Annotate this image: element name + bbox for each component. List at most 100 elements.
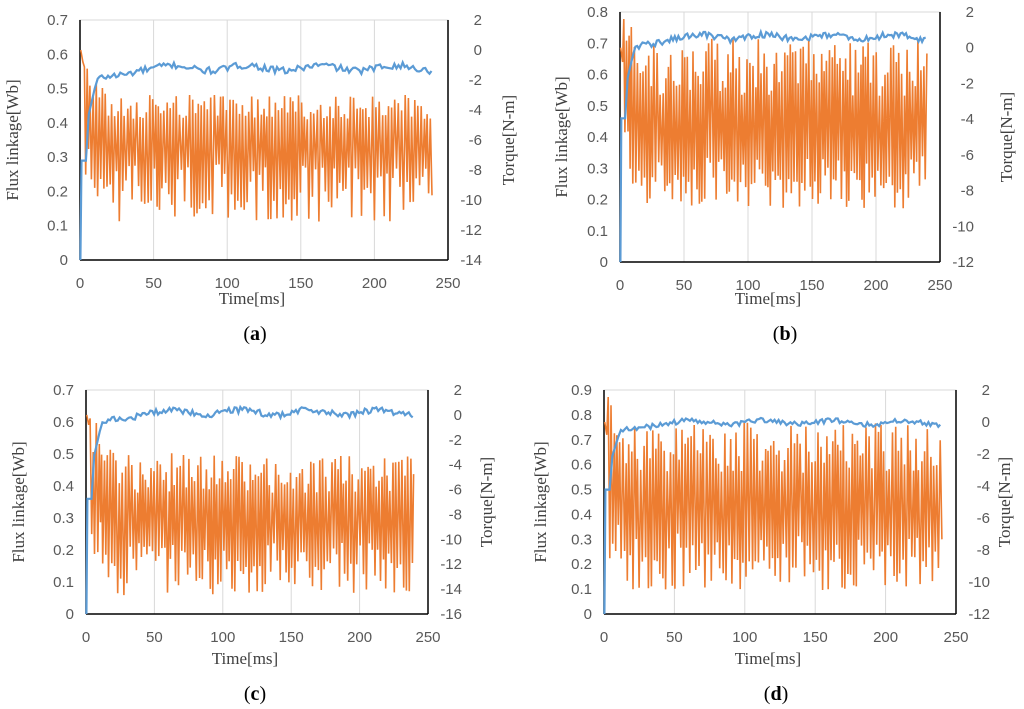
flux-linkage-series-line — [619, 28, 926, 263]
panel-label-close: ) — [791, 323, 798, 345]
y2-tick-label: 2 — [454, 382, 462, 399]
x-tick-label: 0 — [76, 275, 84, 292]
y2-tick-label: -8 — [449, 506, 462, 523]
x-tick-label: 150 — [803, 629, 828, 646]
x-axis-title: Time[ms] — [219, 289, 285, 308]
y2-tick-label: -8 — [977, 542, 990, 559]
y-tick-label: 0.4 — [53, 478, 74, 495]
panel-label: (d) — [764, 683, 788, 705]
y-tick-label: 0.3 — [47, 149, 68, 166]
panel-label-letter: a — [250, 323, 260, 345]
panel-label-close: ) — [260, 323, 267, 345]
y2-tick-label: -10 — [460, 192, 482, 209]
panel-label: (a) — [243, 323, 266, 345]
x-tick-label: 100 — [735, 277, 760, 294]
y-tick-label: 0.4 — [47, 115, 68, 132]
panel-label-open: ( — [764, 683, 771, 705]
chart-panel-b: 0 50 100 150 200 250 0 0.1 0.2 0.3 0.4 0.5 0.6 0.7 0.8… — [552, 4, 1016, 345]
y-tick-label: 0.4 — [571, 506, 592, 523]
chart-panel-d: 0 50 100 150 200 250 0 0.1 0.2 0.3 0.4 0.5 0.6 0.7 0.8… — [531, 382, 1014, 705]
panel-label-letter: d — [770, 683, 781, 705]
y2-tick-label: -2 — [977, 446, 990, 463]
x-tick-label: 50 — [145, 275, 162, 292]
y2-axis-title: Torque[N-m] — [477, 457, 496, 547]
y-tick-label: 0.4 — [587, 129, 608, 146]
y2-tick-label: 2 — [474, 12, 482, 29]
torque-series-line — [603, 396, 943, 591]
y2-tick-label: -12 — [968, 606, 990, 623]
panel-label: (b) — [773, 323, 797, 345]
torque-series-line — [79, 49, 433, 222]
y2-tick-label: -4 — [961, 111, 974, 128]
x-tick-label: 150 — [279, 629, 304, 646]
y2-tick-label: -8 — [961, 183, 974, 200]
y-tick-label: 0.5 — [47, 81, 68, 98]
y2-tick-label: 0 — [454, 407, 462, 424]
y2-axis-title: Torque[N-m] — [997, 92, 1016, 182]
x-tick-label: 50 — [146, 629, 163, 646]
y-tick-label: 0.2 — [587, 192, 608, 209]
x-tick-label: 250 — [415, 629, 440, 646]
x-tick-label: 200 — [863, 277, 888, 294]
y2-tick-label: 2 — [966, 4, 974, 21]
y2-tick-label: 0 — [982, 414, 990, 431]
x-tick-label: 100 — [732, 629, 757, 646]
y-axis-title: Flux linkage[Wb] — [531, 441, 550, 562]
y-axis-title: Flux linkage[Wb] — [3, 79, 22, 200]
y2-tick-label: -2 — [469, 72, 482, 89]
y2-tick-label: -12 — [952, 254, 974, 271]
x-tick-label: 0 — [600, 629, 608, 646]
y2-tick-label: -4 — [469, 102, 482, 119]
y2-tick-label: 0 — [966, 40, 974, 57]
y-tick-label: 0.1 — [47, 218, 68, 235]
y-tick-label: 0.9 — [571, 382, 592, 399]
y-tick-label: 0.1 — [53, 574, 74, 591]
y2-tick-label: -10 — [968, 574, 990, 591]
x-tick-label: 150 — [799, 277, 824, 294]
y2-tick-label: -16 — [440, 606, 462, 623]
flux-linkage-series-line — [85, 404, 414, 615]
y-tick-label: 0.2 — [571, 556, 592, 573]
y2-tick-label: -6 — [977, 510, 990, 527]
y2-tick-label: -2 — [449, 432, 462, 449]
panel-label-letter: b — [779, 323, 790, 345]
y2-tick-label: -14 — [460, 252, 482, 269]
y-tick-label: 0.1 — [587, 223, 608, 240]
x-tick-label: 200 — [873, 629, 898, 646]
panel-label-open: ( — [243, 323, 250, 345]
y-tick-label: 0.3 — [587, 160, 608, 177]
y-tick-label: 0.7 — [571, 432, 592, 449]
chart-panel-c: 0 50 100 150 200 250 0 0.1 0.2 0.3 0.4 0.5 0.6 0.7 -16… — [9, 382, 496, 705]
flux-linkage-series-line — [79, 59, 433, 261]
panel-label-close: ) — [782, 683, 789, 705]
y-tick-label: 0.7 — [47, 12, 68, 29]
panel-label-close: ) — [259, 683, 266, 705]
y-tick-label: 0.8 — [571, 407, 592, 424]
y2-tick-label: -6 — [961, 147, 974, 164]
y-tick-label: 0.7 — [53, 382, 74, 399]
torque-series-line — [85, 414, 415, 596]
x-tick-label: 150 — [288, 275, 313, 292]
y2-tick-label: -14 — [440, 581, 462, 598]
y-tick-label: 0.6 — [53, 414, 74, 431]
y-tick-label: 0 — [600, 254, 608, 271]
x-tick-label: 250 — [435, 275, 460, 292]
y-tick-label: 0.5 — [571, 482, 592, 499]
y-tick-label: 0.7 — [587, 35, 608, 52]
y2-tick-label: -4 — [449, 457, 462, 474]
x-tick-label: 250 — [927, 277, 952, 294]
panel-label-letter: c — [251, 683, 260, 705]
flux-linkage-series-line — [603, 416, 942, 615]
y2-axis-title: Torque[N-m] — [995, 457, 1014, 547]
panel-label: (c) — [244, 683, 266, 705]
y2-tick-label: 2 — [982, 382, 990, 399]
x-tick-label: 0 — [616, 277, 624, 294]
panel-label-open: ( — [773, 323, 780, 345]
y-tick-label: 0.5 — [587, 98, 608, 115]
y-tick-label: 0 — [66, 606, 74, 623]
y2-tick-label: -10 — [952, 218, 974, 235]
y2-tick-label: 0 — [474, 42, 482, 59]
y-tick-label: 0.6 — [587, 67, 608, 84]
y-tick-label: 0.3 — [571, 531, 592, 548]
